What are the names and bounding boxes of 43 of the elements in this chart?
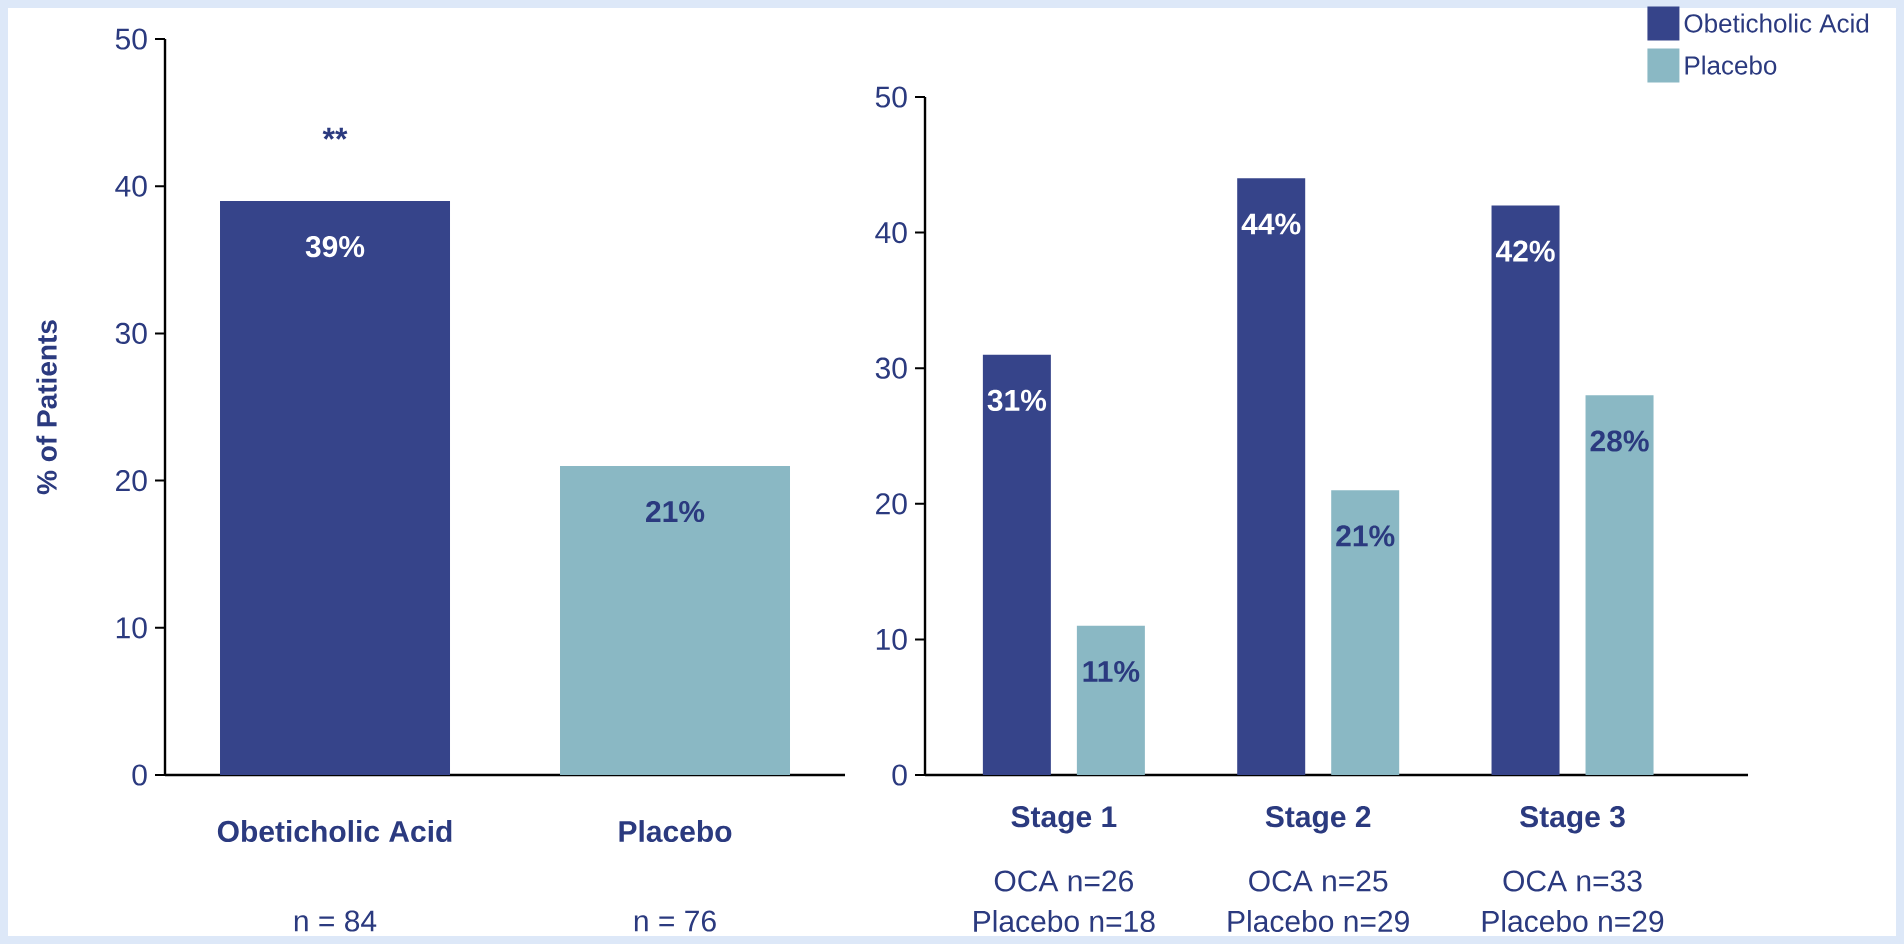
y-tick-label: 50 — [115, 28, 147, 50]
data-label: 44% — [1241, 213, 1301, 235]
y-tick-label: 50 — [875, 86, 907, 108]
x-tick-label: Stage 3 — [1520, 806, 1625, 834]
data-label: 11% — [1083, 660, 1140, 682]
data-label: 31% — [987, 389, 1047, 411]
bar — [982, 354, 1051, 775]
text: Placebo n=29 — [1482, 909, 1664, 933]
bar — [1585, 395, 1654, 775]
data-label: 28% — [1590, 430, 1649, 452]
y-tick-label: 0 — [892, 764, 907, 786]
y-tick-label: 40 — [115, 175, 147, 197]
text: OCA n=33 — [1503, 870, 1642, 892]
text: OCA n=26 — [994, 870, 1133, 892]
text: Placebo n=29 — [1228, 909, 1409, 933]
y-axis-title: % of Patients — [36, 320, 57, 495]
y-tick-label: 10 — [876, 628, 907, 651]
y-tick-label: 40 — [875, 221, 907, 244]
x-tick-label: Stage 1 — [1011, 806, 1117, 834]
x-tick-label: Obeticholic Acid — [217, 820, 452, 843]
legend-label: Obeticholic Acid — [1684, 13, 1869, 33]
text: n = 76 — [634, 910, 716, 932]
text: Placebo n=18 — [974, 909, 1155, 933]
y-tick-label: 30 — [875, 357, 907, 379]
y-tick-label: 10 — [116, 617, 147, 639]
text: n = 84 — [294, 910, 377, 932]
data-label: 39% — [305, 235, 365, 258]
data-label: 21% — [646, 500, 705, 523]
bar — [1331, 490, 1400, 775]
y-tick-label: 20 — [116, 469, 147, 492]
annotation: ** — [322, 127, 348, 140]
data-label: 42% — [1495, 240, 1555, 262]
x-tick-label: Stage 2 — [1265, 806, 1371, 834]
bar — [1076, 625, 1145, 775]
bar — [1491, 205, 1560, 775]
y-tick-label: 0 — [132, 764, 147, 786]
x-tick-label: Placebo — [619, 820, 732, 843]
bar — [1237, 178, 1306, 775]
legend-label: Placebo — [1685, 55, 1777, 75]
y-tick-label: 30 — [115, 322, 147, 345]
data-label: 21% — [1336, 525, 1395, 547]
text: OCA n=25 — [1249, 870, 1388, 892]
y-tick-label: 20 — [876, 493, 907, 515]
